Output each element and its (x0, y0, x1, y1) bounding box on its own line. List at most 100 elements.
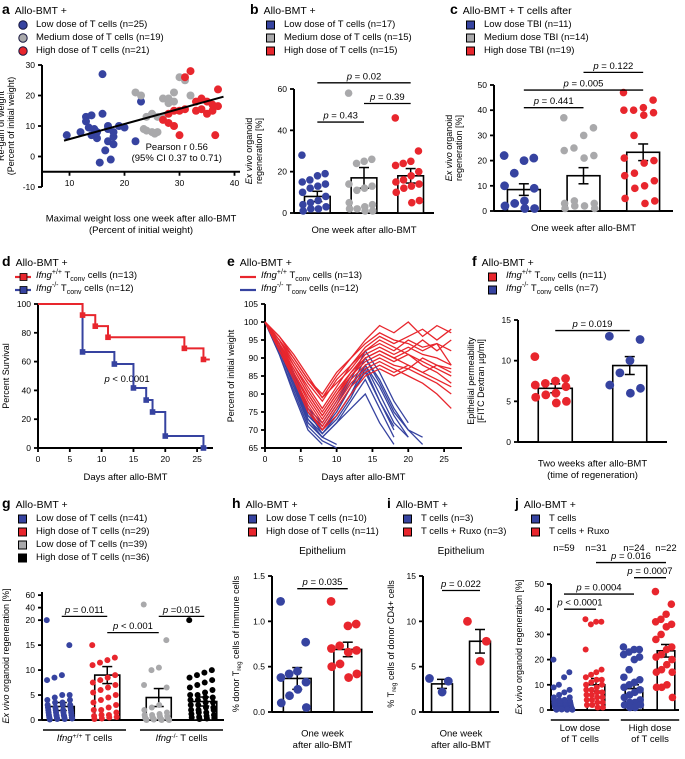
panel-letter: c (450, 1, 458, 17)
panel-letter: d (2, 253, 11, 269)
data-dot (605, 380, 615, 390)
data-dot (651, 618, 660, 626)
data-dot (635, 645, 644, 654)
data-dot (588, 691, 595, 698)
legend-label: Medium dose of T cells (n=19) (36, 32, 164, 43)
data-dot (321, 192, 330, 201)
svg-text:15: 15 (26, 640, 36, 650)
data-dot (299, 207, 308, 215)
panel-letter: j (515, 495, 519, 511)
svg-text:40: 40 (22, 385, 32, 395)
svg-text:40: 40 (278, 125, 288, 135)
data-dot (566, 686, 573, 693)
data-dot (343, 647, 353, 657)
data-dot (519, 156, 529, 165)
weight-curve (264, 321, 323, 445)
legend-label: Medium dose TBI (n=14) (484, 32, 589, 43)
data-dot (500, 201, 510, 211)
legend-item: High dose of T cells (n=21) (0, 44, 248, 57)
svg-text:0.0: 0.0 (253, 707, 265, 717)
data-dot (391, 161, 400, 170)
legend-marker (485, 285, 502, 295)
data-dot (170, 88, 178, 97)
data-dot (352, 669, 362, 679)
data-dot (649, 96, 657, 104)
square-legend-icon (403, 527, 412, 536)
data-dot (414, 167, 423, 176)
legend-marker (463, 20, 480, 30)
bars-group (425, 616, 492, 713)
data-dot (551, 388, 561, 398)
step-marker (92, 323, 99, 329)
data-dot (59, 692, 66, 699)
data-dot (352, 645, 361, 655)
bars-group (298, 89, 425, 215)
data-dot (141, 682, 148, 689)
svg-text:100: 100 (17, 299, 31, 309)
data-dot (345, 205, 354, 213)
data-dot (163, 684, 170, 691)
svg-text:70: 70 (249, 425, 259, 435)
legend-marker (528, 527, 545, 537)
legend-item: High dose of T cells (n=11) (230, 525, 385, 538)
panel-letter: e (227, 253, 235, 269)
data-dot (188, 714, 195, 721)
data-dot (98, 70, 107, 79)
data-dot (368, 200, 377, 209)
legend-marker (15, 19, 32, 30)
weight-curve (264, 321, 452, 417)
data-dot (415, 196, 424, 205)
step-marker (181, 345, 188, 352)
data-dot (631, 184, 639, 193)
data-dot (662, 610, 670, 619)
data-dot (89, 642, 96, 649)
data-dot (530, 352, 540, 361)
legend-item: High dose TBI (n=19) (448, 44, 685, 57)
step-marker (105, 334, 111, 341)
data-dot (604, 331, 614, 341)
data-dot (558, 706, 565, 713)
legend-marker (485, 272, 502, 282)
data-dot (209, 677, 216, 684)
square-legend-icon (18, 514, 27, 523)
data-dot (306, 198, 315, 207)
data-dot (639, 111, 648, 120)
legend-item: Ifng-/- Tconv cells (n=12) (225, 282, 470, 297)
data-dot (131, 137, 140, 146)
svg-text:50: 50 (535, 579, 545, 589)
data-dot (54, 716, 61, 723)
data-dot (158, 717, 165, 723)
panel-title: Allo-BMT + (523, 499, 576, 511)
data-dot (582, 646, 589, 653)
data-dot (313, 172, 322, 180)
svg-text:80: 80 (22, 328, 32, 338)
svg-text:n=31: n=31 (585, 543, 606, 554)
step-marker (149, 409, 156, 415)
plot-d: 0 20 40 60 80 100 0 5 10 15 20 25 Percent Survival Da… (1, 299, 213, 483)
plot-i: 0 5 10 15 % Treg cells of donor CD4+ cells p … (386, 546, 499, 751)
panel-title: Allo-BMT + T cells after (462, 5, 572, 17)
data-dot (104, 657, 111, 664)
svg-text:75: 75 (249, 407, 259, 417)
data-dot (104, 674, 111, 681)
data-dot (561, 382, 571, 392)
data-dot (301, 703, 311, 712)
data-dot (90, 699, 97, 706)
data-dot (407, 157, 415, 166)
data-dot (209, 694, 216, 701)
data-dot (589, 701, 596, 708)
data-dot (668, 668, 677, 676)
data-dot (209, 687, 216, 694)
legend-label: T cells + Ruxo (549, 526, 610, 537)
svg-text:p = 0.019: p = 0.019 (572, 319, 613, 330)
data-dot (97, 677, 104, 684)
svg-text:0: 0 (30, 715, 35, 725)
svg-text:Maximal weight loss one week a: Maximal weight loss one week after allo-… (46, 214, 237, 225)
panel-i: i Allo-BMT + T cells (n=3) T cells + Ruxo (… (385, 494, 513, 759)
data-dot (46, 716, 53, 723)
legend-label: Low dose of T cells (n=39) (36, 539, 148, 550)
svg-text:15: 15 (407, 571, 417, 581)
svg-text:Ex vivo organoid regeneration: Ex vivo organoid regeneration [%] (514, 579, 524, 714)
data-dot (652, 683, 661, 692)
legend-label: Low dose of T cells (n=41) (36, 513, 148, 524)
